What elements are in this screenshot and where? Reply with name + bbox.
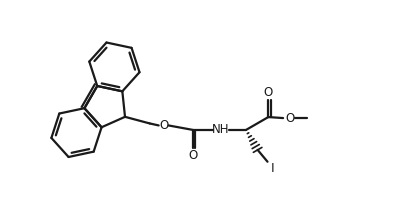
- Text: I: I: [271, 162, 274, 175]
- Text: O: O: [264, 86, 273, 99]
- Text: O: O: [285, 111, 295, 125]
- Text: NH: NH: [212, 123, 229, 136]
- Text: O: O: [188, 149, 198, 162]
- Text: O: O: [159, 119, 168, 132]
